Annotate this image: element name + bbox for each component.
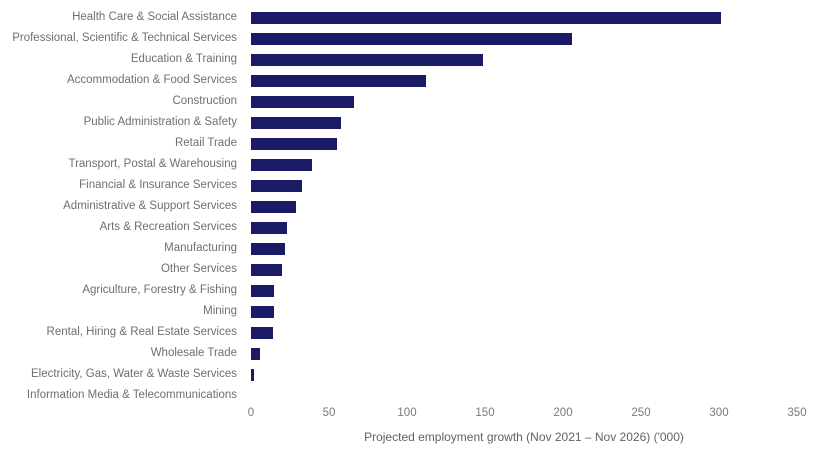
bar-track [251,28,797,49]
x-tick-label: 150 [475,407,495,419]
bar-row: Other Services [0,259,818,280]
bar-track [251,280,797,301]
category-label: Health Care & Social Assistance [72,11,237,23]
bar [251,95,354,108]
category-label: Rental, Hiring & Real Estate Services [46,326,237,338]
x-tick-label: 0 [247,407,255,419]
bar-row: Education & Training [0,49,818,70]
bar-track [251,364,797,385]
x-tick-label: 50 [322,407,336,419]
bar-track [251,91,797,112]
bar-track [251,133,797,154]
category-label: Other Services [160,263,237,275]
bar-row: Retail Trade [0,133,818,154]
bar-track [251,343,797,364]
x-tick-label: 100 [397,407,417,419]
bar-track [251,154,797,175]
category-label: Arts & Recreation Services [99,221,237,233]
category-label: Retail Trade [174,137,237,149]
bar-row: Manufacturing [0,238,818,259]
bar-row: Wholesale Trade [0,343,818,364]
bar-track [251,175,797,196]
bar-row: Transport, Postal & Warehousing [0,154,818,175]
x-axis: 0 50 100 150 200 250 300 350 [248,407,807,422]
bar-row: Public Administration & Safety [0,112,818,133]
bar-row: Professional, Scientific & Technical Ser… [0,28,818,49]
bar [251,158,312,171]
category-label: Transport, Postal & Warehousing [68,158,237,170]
category-label: Agriculture, Forestry & Fishing [82,284,237,296]
bar [251,11,721,24]
bar [251,347,261,360]
bar-track [251,70,797,91]
bar-track [251,196,797,217]
bar [251,53,484,66]
bar [251,305,275,318]
category-label: Information Media & Telecommunications [26,389,237,401]
bar [251,368,255,381]
category-label: Accommodation & Food Services [66,74,237,86]
bar [251,200,297,213]
category-label: Manufacturing [164,242,237,254]
bar [251,116,342,129]
bar-track [251,259,797,280]
bar-row: Mining [0,301,818,322]
category-label: Professional, Scientific & Technical Ser… [12,32,237,44]
bar-row: Agriculture, Forestry & Fishing [0,280,818,301]
bar-row: Health Care & Social Assistance [0,7,818,28]
bar [251,137,337,150]
x-axis-title: Projected employment growth (Nov 2021 – … [364,430,684,444]
bar-track [251,385,797,406]
bar-track [251,7,797,28]
bar-row: Administrative & Support Services [0,196,818,217]
bar-row: Rental, Hiring & Real Estate Services [0,322,818,343]
bar-row: Construction [0,91,818,112]
x-tick-label: 350 [787,407,807,419]
bar-row: Arts & Recreation Services [0,217,818,238]
bar-row: Accommodation & Food Services [0,70,818,91]
bar-row: Electricity, Gas, Water & Waste Services [0,364,818,385]
category-label: Administrative & Support Services [63,200,237,212]
x-tick-label: 200 [553,407,573,419]
bar-track [251,49,797,70]
category-label: Financial & Insurance Services [79,179,237,191]
category-label: Wholesale Trade [150,347,237,359]
bar [251,326,273,339]
bar [251,179,303,192]
bar-row: Financial & Insurance Services [0,175,818,196]
bar-rows: Health Care & Social Assistance Professio… [0,7,818,406]
category-label: Electricity, Gas, Water & Waste Services [31,368,237,380]
bar [251,221,287,234]
bar-track [251,217,797,238]
bar-track [251,112,797,133]
x-tick-label: 250 [631,407,651,419]
bar [251,74,426,87]
category-label: Construction [172,95,237,107]
bar-track [251,238,797,259]
x-tick-label: 300 [709,407,729,419]
bar-track [251,301,797,322]
bar [251,242,286,255]
bar [251,284,275,297]
bar-track [251,322,797,343]
bar [251,263,283,276]
bar [251,32,573,45]
bar-row: Information Media & Telecommunications [0,385,818,406]
category-label: Public Administration & Safety [83,116,237,128]
category-label: Education & Training [130,53,237,65]
category-label: Mining [203,305,237,317]
